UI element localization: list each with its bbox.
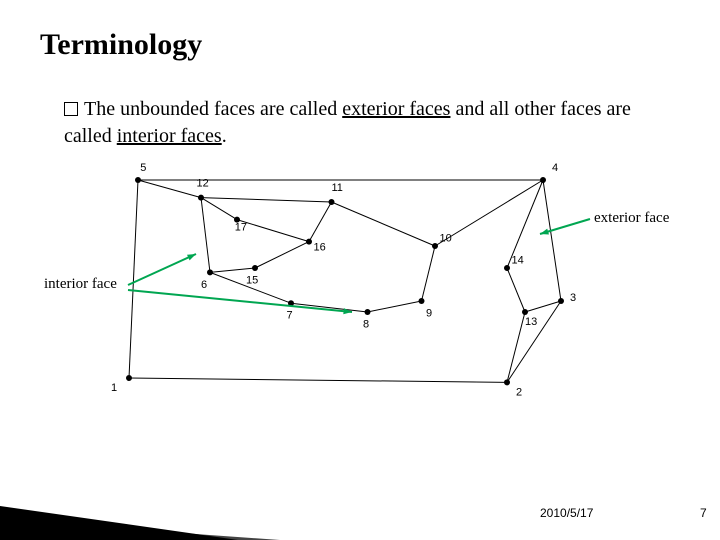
svg-text:6: 6 <box>201 279 207 291</box>
footer-date: 2010/5/17 <box>540 506 593 520</box>
svg-text:9: 9 <box>426 307 432 319</box>
svg-text:15: 15 <box>246 274 258 286</box>
svg-text:13: 13 <box>525 316 537 328</box>
svg-text:14: 14 <box>512 255 524 267</box>
svg-text:4: 4 <box>552 162 558 174</box>
svg-text:12: 12 <box>197 178 209 190</box>
page-number: 7 <box>700 506 707 520</box>
svg-text:1: 1 <box>111 382 117 394</box>
interior-face-label: interior face <box>44 276 117 293</box>
svg-text:7: 7 <box>287 310 293 322</box>
decorative-wedge <box>0 488 280 540</box>
svg-text:11: 11 <box>332 182 343 194</box>
svg-text:5: 5 <box>140 162 146 174</box>
graph-diagram: 1234567891011121314151617 <box>0 0 720 540</box>
svg-text:3: 3 <box>570 292 576 304</box>
svg-text:8: 8 <box>363 318 369 330</box>
svg-text:17: 17 <box>235 222 247 234</box>
svg-text:2: 2 <box>516 387 522 399</box>
exterior-face-label: exterior face <box>594 210 669 227</box>
svg-text:10: 10 <box>440 233 452 245</box>
svg-text:16: 16 <box>314 241 326 253</box>
